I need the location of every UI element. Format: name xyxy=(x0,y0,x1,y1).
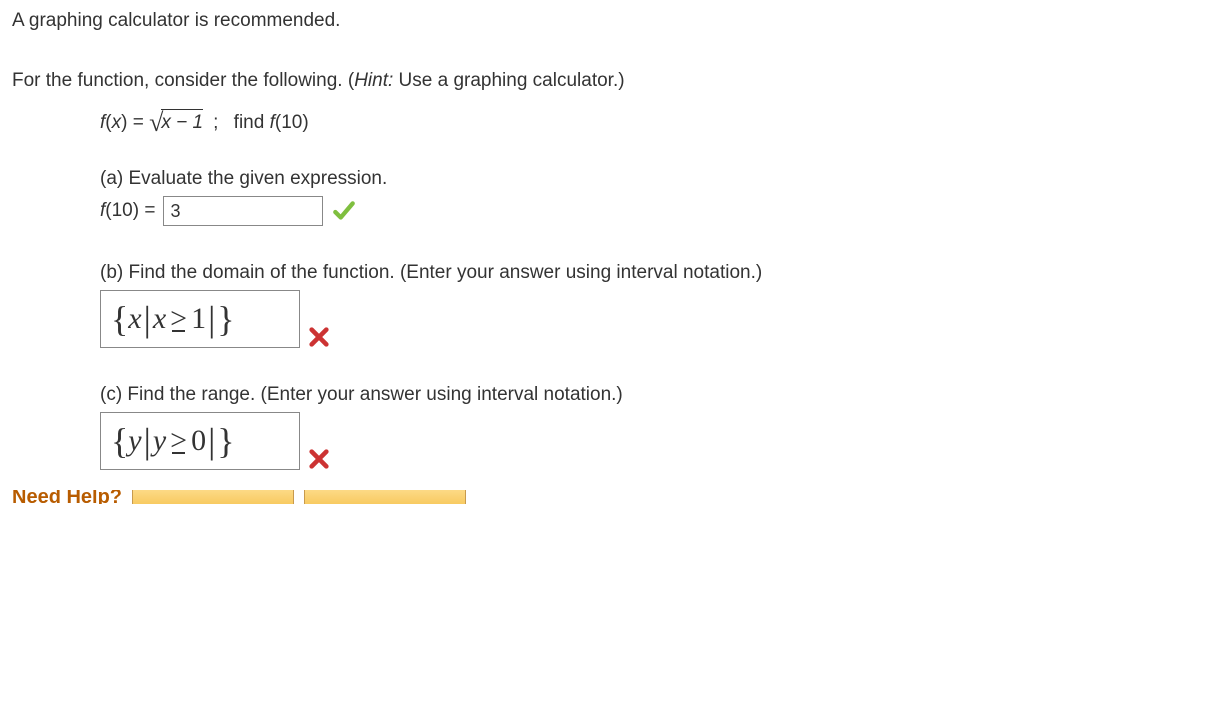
find-close: ) xyxy=(302,112,308,133)
expr-var2: x xyxy=(153,302,166,336)
cross-icon xyxy=(308,448,330,470)
lhs-val: 10 xyxy=(112,200,133,221)
part-a-input[interactable] xyxy=(163,196,323,226)
cross-icon xyxy=(308,326,330,348)
lbrace: { xyxy=(111,301,128,337)
hint-label: Hint: xyxy=(354,70,393,91)
prompt-text: For the function, consider the following… xyxy=(12,70,1202,92)
expr-var-c: y xyxy=(128,424,141,458)
expr-var2-c: y xyxy=(153,424,166,458)
intro-text: A graphing calculator is recommended. xyxy=(12,10,1202,32)
help-button-2[interactable] xyxy=(304,490,466,504)
find-val: 10 xyxy=(281,112,302,133)
paren-close-eq: ) = xyxy=(121,112,149,133)
lbrace-c: { xyxy=(111,423,128,459)
pipe1-c: | xyxy=(144,423,151,459)
sqrt-op: − xyxy=(171,112,193,133)
sqrt-expression: √x − 1 xyxy=(149,108,203,138)
prompt-lead: For the function, consider the following… xyxy=(12,70,354,91)
function-var: x xyxy=(112,112,122,133)
find-word: find xyxy=(234,112,270,133)
expr-rhs: 1 xyxy=(191,302,206,336)
part-b-answer-box[interactable]: { x | x > 1 | } xyxy=(100,290,300,348)
sqrt-right: 1 xyxy=(193,112,204,133)
rbrace-c: } xyxy=(217,423,234,459)
hint-text: Use a graphing calculator.) xyxy=(393,70,624,91)
expr-op-c: > xyxy=(170,424,187,458)
lhs-close: ) = xyxy=(133,200,156,221)
function-definition: f(x) = √x − 1 ; find f(10) xyxy=(100,108,1100,138)
part-a-lhs: f(10) = xyxy=(100,200,155,222)
help-button-1[interactable] xyxy=(132,490,294,504)
need-help-label: Need Help? xyxy=(12,490,122,504)
part-b: (b) Find the domain of the function. (En… xyxy=(100,262,1100,348)
part-c: (c) Find the range. (Enter your answer u… xyxy=(100,384,1100,470)
part-c-answer-box[interactable]: { y | y > 0 | } xyxy=(100,412,300,470)
footer-cutoff: Need Help? xyxy=(12,490,1202,504)
expr-op: > xyxy=(170,302,187,336)
semicolon: ; xyxy=(213,112,218,133)
part-a-heading: (a) Evaluate the given expression. xyxy=(100,168,1100,190)
expr-var: x xyxy=(128,302,141,336)
part-b-heading: (b) Find the domain of the function. (En… xyxy=(100,262,1100,284)
part-b-expression: { x | x > 1 | } xyxy=(111,301,235,337)
part-a: (a) Evaluate the given expression. f(10)… xyxy=(100,168,1100,226)
part-c-heading: (c) Find the range. (Enter your answer u… xyxy=(100,384,1100,406)
part-c-expression: { y | y > 0 | } xyxy=(111,423,235,459)
rbrace: } xyxy=(217,301,234,337)
pipe2: | xyxy=(208,301,215,337)
expr-rhs-c: 0 xyxy=(191,424,206,458)
sqrt-left: x xyxy=(161,112,171,133)
pipe2-c: | xyxy=(208,423,215,459)
checkmark-icon xyxy=(331,198,357,224)
pipe1: | xyxy=(144,301,151,337)
